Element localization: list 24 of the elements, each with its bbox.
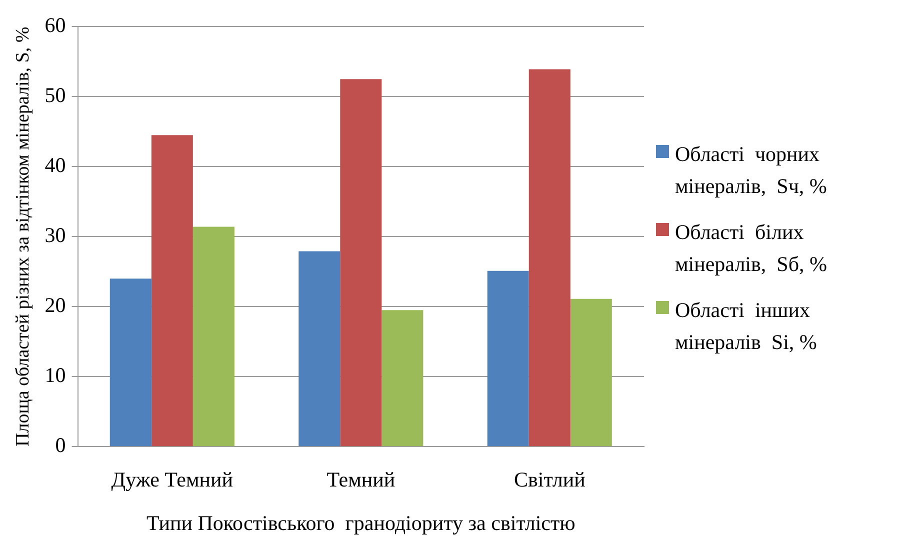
legend-label: Області інших мінералів Si, % [675,296,818,356]
y-tick-label: 50 [44,83,66,108]
y-tick-label: 0 [55,433,66,458]
y-tick-label: 40 [44,153,66,178]
y-tick-label: 20 [44,293,66,318]
x-tick-label: Темний [326,468,396,492]
x-axis-title: Типи Покостівського гранодіориту за світлістю [146,510,576,535]
bar [192,226,234,446]
bar [151,135,193,446]
y-tick-label: 10 [44,363,66,388]
x-tick-label: Дуже Темний [111,468,234,492]
legend-label: Області чорних мінералів, Sч, % [675,140,828,200]
bar [340,79,382,446]
bar [528,69,570,446]
y-tick-label: 30 [44,223,66,248]
y-tick-label: 60 [44,13,66,38]
x-tick-label: Світлий [514,468,586,492]
legend-label: Області білих мінералів, Sб, % [675,218,828,278]
bar [298,251,340,446]
bar [487,270,529,446]
bar [382,310,424,446]
bar [570,298,612,446]
bar [110,278,152,446]
y-axis-title: Площа областей різних за відтінком мінералів, S, % [12,26,34,446]
